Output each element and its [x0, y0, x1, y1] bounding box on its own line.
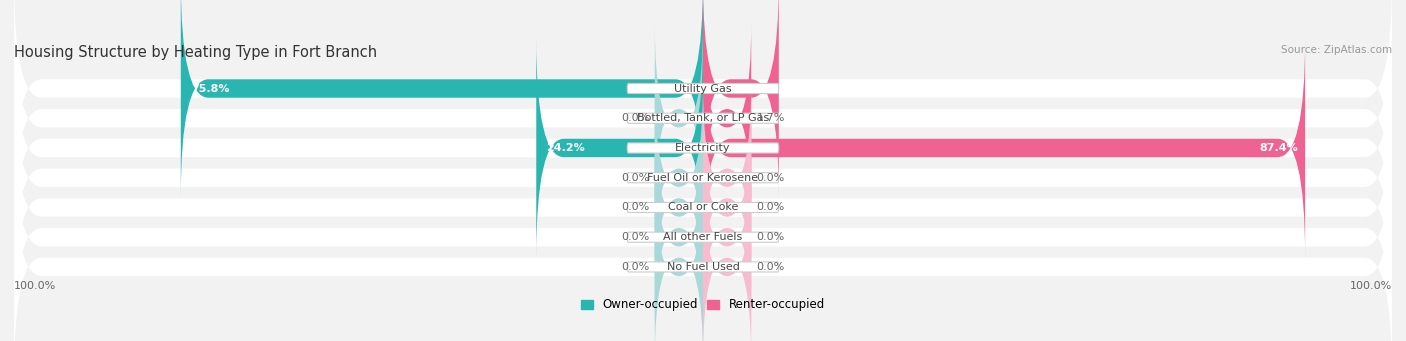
- FancyBboxPatch shape: [14, 9, 1392, 228]
- Text: Bottled, Tank, or LP Gas: Bottled, Tank, or LP Gas: [637, 113, 769, 123]
- Text: 0.0%: 0.0%: [621, 113, 650, 123]
- Text: 0.0%: 0.0%: [621, 232, 650, 242]
- FancyBboxPatch shape: [703, 0, 779, 198]
- Text: 0.0%: 0.0%: [756, 173, 785, 183]
- FancyBboxPatch shape: [627, 203, 779, 212]
- Text: 0.0%: 0.0%: [621, 262, 650, 272]
- Text: No Fuel Used: No Fuel Used: [666, 262, 740, 272]
- Text: 24.2%: 24.2%: [547, 143, 585, 153]
- Text: Housing Structure by Heating Type in Fort Branch: Housing Structure by Heating Type in For…: [14, 45, 377, 60]
- FancyBboxPatch shape: [703, 83, 751, 272]
- Legend: Owner-occupied, Renter-occupied: Owner-occupied, Renter-occupied: [581, 298, 825, 311]
- Text: Source: ZipAtlas.com: Source: ZipAtlas.com: [1281, 45, 1392, 55]
- Text: 75.8%: 75.8%: [191, 84, 229, 93]
- FancyBboxPatch shape: [181, 0, 703, 198]
- Text: 0.0%: 0.0%: [621, 203, 650, 212]
- FancyBboxPatch shape: [655, 83, 703, 272]
- FancyBboxPatch shape: [655, 172, 703, 341]
- FancyBboxPatch shape: [655, 113, 703, 302]
- FancyBboxPatch shape: [14, 128, 1392, 341]
- FancyBboxPatch shape: [703, 142, 751, 332]
- Text: All other Fuels: All other Fuels: [664, 232, 742, 242]
- FancyBboxPatch shape: [14, 157, 1392, 341]
- FancyBboxPatch shape: [14, 38, 1392, 258]
- FancyBboxPatch shape: [703, 113, 751, 302]
- FancyBboxPatch shape: [14, 68, 1392, 287]
- FancyBboxPatch shape: [627, 113, 779, 123]
- FancyBboxPatch shape: [627, 232, 779, 242]
- Text: 0.0%: 0.0%: [756, 203, 785, 212]
- Text: Electricity: Electricity: [675, 143, 731, 153]
- FancyBboxPatch shape: [655, 142, 703, 332]
- FancyBboxPatch shape: [627, 173, 779, 183]
- FancyBboxPatch shape: [703, 172, 751, 341]
- Text: 0.0%: 0.0%: [756, 232, 785, 242]
- FancyBboxPatch shape: [703, 24, 751, 213]
- Text: 1.7%: 1.7%: [756, 113, 785, 123]
- Text: 0.0%: 0.0%: [756, 262, 785, 272]
- Text: 87.4%: 87.4%: [1260, 143, 1298, 153]
- FancyBboxPatch shape: [703, 38, 1305, 258]
- Text: 11.0%: 11.0%: [734, 84, 772, 93]
- Text: Fuel Oil or Kerosene: Fuel Oil or Kerosene: [647, 173, 759, 183]
- FancyBboxPatch shape: [14, 0, 1392, 198]
- FancyBboxPatch shape: [627, 84, 779, 93]
- FancyBboxPatch shape: [536, 38, 703, 258]
- Text: 100.0%: 100.0%: [14, 281, 56, 291]
- FancyBboxPatch shape: [655, 24, 703, 213]
- FancyBboxPatch shape: [627, 143, 779, 153]
- FancyBboxPatch shape: [14, 98, 1392, 317]
- Text: Utility Gas: Utility Gas: [675, 84, 731, 93]
- FancyBboxPatch shape: [627, 262, 779, 272]
- Text: Coal or Coke: Coal or Coke: [668, 203, 738, 212]
- Text: 100.0%: 100.0%: [1350, 281, 1392, 291]
- Text: 0.0%: 0.0%: [621, 173, 650, 183]
